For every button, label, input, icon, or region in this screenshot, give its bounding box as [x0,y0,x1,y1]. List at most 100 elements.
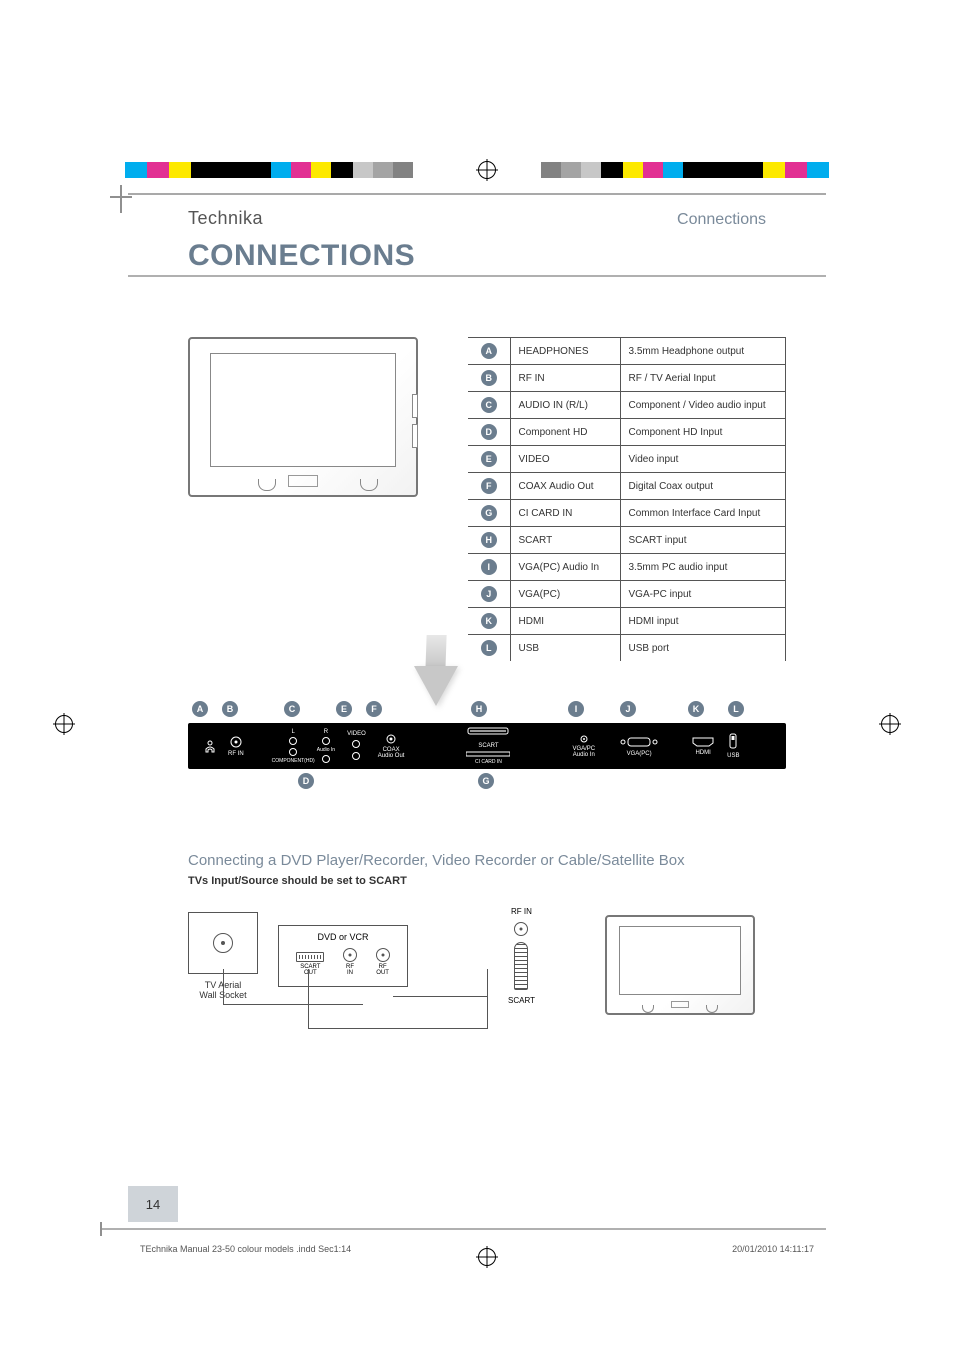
connecting-heading: Connecting a DVD Player/Recorder, Video … [188,851,786,871]
connector-desc: HDMI input [620,608,786,635]
connecting-subtitle: TVs Input/Source should be set to SCART [188,875,786,887]
page-title: CONNECTIONS [128,233,826,273]
connector-desc: 3.5mm Headphone output [620,338,786,365]
connector-badge: A [192,701,208,717]
table-row: H SCARTSCART input [468,527,786,554]
connector-badge: G [478,773,494,789]
footer-file: TEchnika Manual 23-50 colour models .ind… [140,1244,351,1254]
arrow-down-icon [414,666,458,706]
table-row: C AUDIO IN (R/L)Component / Video audio i… [468,392,786,419]
scart-icon [514,942,528,990]
connector-name: VGA(PC) [510,581,620,608]
vga-port-icon: VGA(PC) [619,735,659,757]
connector-name: COAX Audio Out [510,473,620,500]
connector-badge: A [481,343,497,359]
connector-badge: F [481,478,497,494]
connector-name: RF IN [510,365,620,392]
table-row: A HEADPHONES3.5mm Headphone output [468,338,786,365]
table-row: J VGA(PC)VGA-PC input [468,581,786,608]
cable-line [393,969,488,997]
dvd-vcr-label: DVD or VCR [287,932,399,942]
table-row: KHDMIHDMI input [468,608,786,635]
connector-badge: G [481,505,497,521]
connection-diagram: TV Aerial Wall Socket DVD or VCR SCART O… [188,907,786,1005]
page-number: 14 [128,1186,178,1222]
vga-audio-port-icon: VGA/PC Audio In [572,734,595,758]
content-area: Technika Connections CONNECTIONS [128,200,826,1200]
headphone-port-icon [204,739,216,753]
connector-name: HDMI [510,608,620,635]
connector-badge: D [481,424,497,440]
crop-mark [120,185,122,213]
rf-in-icon [514,922,528,936]
connector-desc: Component / Video audio input [620,392,786,419]
connector-desc: Video input [620,446,786,473]
tv-illustration [188,337,448,661]
panel-bottom-badges: DG [188,773,786,791]
connector-badge: L [728,701,744,717]
connector-badge: L [481,640,497,656]
tv-rear-ports: RF IN SCART [508,907,535,1005]
connector-badge: J [481,586,497,602]
frame-rule [128,193,826,195]
connector-desc: Digital Coax output [620,473,786,500]
tv-screen-icon [188,337,418,497]
table-row: E VIDEOVideo input [468,446,786,473]
connector-strip: RF IN L COMPONENT(HD) R Audio In [188,723,786,769]
registration-mark-icon [881,715,899,733]
connector-badge: F [366,701,382,717]
page-header: Technika Connections [128,200,826,233]
crop-mark [110,196,132,198]
connector-name: AUDIO IN (R/L) [510,392,620,419]
table-row: G CI CARD INCommon Interface Card Input [468,500,786,527]
connector-name: SCART [510,527,620,554]
connector-badge: D [298,773,314,789]
connecting-section: Connecting a DVD Player/Recorder, Video … [128,791,826,1005]
connector-desc: 3.5mm PC audio input [620,554,786,581]
scart-port-icon: SCART CI CARD IN [466,727,510,765]
connector-badge: I [568,701,584,717]
table-row: LUSBUSB port [468,635,786,662]
connections-table: A HEADPHONES3.5mm Headphone output B RF INR… [468,337,786,661]
connector-badge: B [481,370,497,386]
bottom-rule [100,1228,826,1230]
connector-desc: Common Interface Card Input [620,500,786,527]
video-port-icon: VIDEO [347,731,366,761]
tv-small-illustration [605,915,755,997]
calibration-row-top [0,160,954,180]
connector-badge: H [481,532,497,548]
footer-timestamp: 20/01/2010 14:11:17 [732,1244,814,1254]
table-row: F COAX Audio OutDigital Coax output [468,473,786,500]
connector-badge: H [471,701,487,717]
hdmi-port-icon: HDMI [691,736,715,756]
rf-in-port-icon: RF IN [228,735,244,757]
connector-name: Component HD [510,419,620,446]
color-bar-left [125,162,413,178]
usb-port-icon: USB [727,733,739,759]
connector-name: VIDEO [510,446,620,473]
connector-name: CI CARD IN [510,500,620,527]
connector-badge: I [481,559,497,575]
footer: TEchnika Manual 23-50 colour models .ind… [140,1244,814,1254]
table-row: D Component HDComponent HD Input [468,419,786,446]
connector-badge: C [284,701,300,717]
connector-desc: VGA-PC input [620,581,786,608]
connector-badge: J [620,701,636,717]
connector-desc: USB port [620,635,786,662]
connector-desc: RF / TV Aerial Input [620,365,786,392]
page: Technika Connections CONNECTIONS [0,0,954,1350]
registration-mark-icon [478,161,496,179]
connector-desc: SCART input [620,527,786,554]
table-row: B RF INRF / TV Aerial Input [468,365,786,392]
connector-name: HEADPHONES [510,338,620,365]
connector-badge: E [481,451,497,467]
audio-lr-ports-icon: L COMPONENT(HD) R Audio In [272,729,335,764]
connector-panel: ABCEFHIJKL RF IN L COMPONENT(HD) [188,701,786,791]
connector-badge: K [688,701,704,717]
connector-name: VGA(PC) Audio In [510,554,620,581]
connector-badge: E [336,701,352,717]
connector-desc: Component HD Input [620,419,786,446]
connector-badge: C [481,397,497,413]
panel-top-badges: ABCEFHIJKL [188,701,786,719]
coax-port-icon: COAX Audio Out [378,733,405,759]
